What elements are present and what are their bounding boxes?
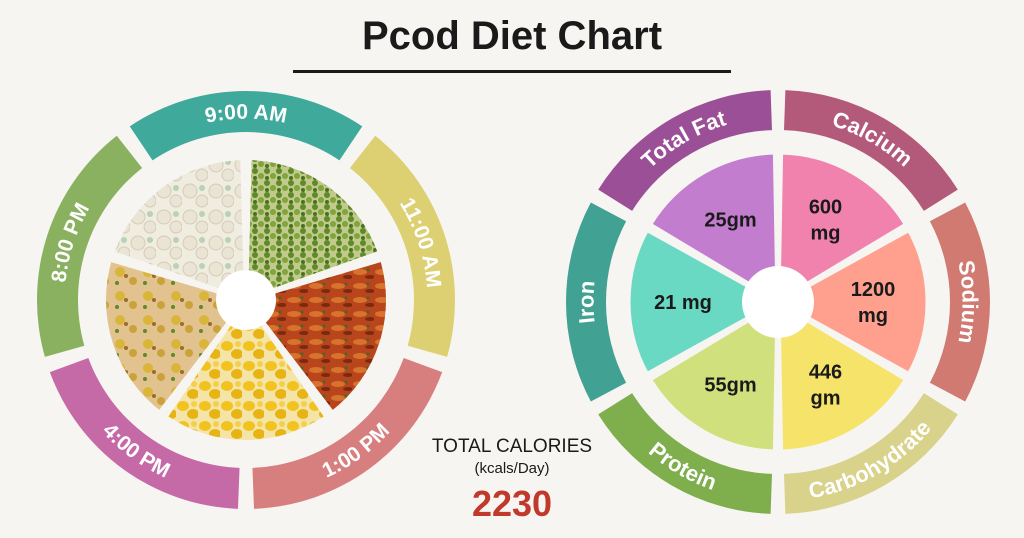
nutrient-slice-iron: [625, 225, 784, 379]
meal-ring-11-00-am: [349, 135, 455, 357]
food-image-poha-and-chapati: [109, 155, 249, 303]
nutrient-value-sodium: 1200 mg: [851, 279, 896, 327]
nutrient-value-calcium: 600 mg: [809, 197, 842, 245]
food-image-sprouted-green-gram: [242, 257, 390, 416]
title-underline: [293, 70, 731, 73]
nutrient-value-iron: 21 mg: [654, 292, 712, 314]
nutrient-ring-iron: [566, 202, 627, 402]
nutrient-slice-sodium: [772, 225, 931, 379]
nutrient-ring-sodium: [929, 202, 990, 402]
nutrient-ring-carbohydrate: [784, 393, 958, 514]
meal-ring-9-00-am: [129, 91, 363, 161]
total-calories-label: TOTAL CALORIES: [431, 436, 593, 457]
meal-ring-8-00-pm: [37, 135, 143, 357]
nutrient-label-sodium: Sodium: [953, 258, 982, 345]
nutrient-value-protein: 55gm: [704, 374, 756, 396]
nutrient-ring-total-fat: [598, 90, 772, 211]
meal-ring-1-00-pm: [252, 358, 443, 509]
nutrient-ring-protein: [598, 393, 772, 514]
nutrient-value-carbohydrate: 446 gm: [809, 361, 842, 409]
meal-chart-center: [216, 270, 276, 330]
nutrient-slice-protein: [645, 297, 781, 455]
page-title: Pcod Diet Chart: [361, 14, 663, 58]
food-image-jackfruit: [102, 257, 250, 416]
total-calories-unit: (kcals/Day): [474, 460, 550, 477]
meal-label-9-00-am: 9:00 AM: [203, 101, 289, 128]
meal-ring-4-00-pm: [49, 358, 240, 509]
total-calories-value: 2230: [471, 483, 553, 524]
nutrient-ring-calcium: [784, 90, 958, 211]
nutrient-chart-center: [742, 266, 814, 338]
nutrient-slice-calcium: [775, 149, 911, 307]
nutrient-slice-carbohydrate: [775, 297, 911, 455]
food-image-idli-with-chutney: [243, 155, 383, 303]
food-image-fish-curry: [162, 296, 330, 444]
nutrient-value-total-fat: 25gm: [704, 210, 756, 232]
nutrient-slice-total-fat: [645, 149, 781, 307]
